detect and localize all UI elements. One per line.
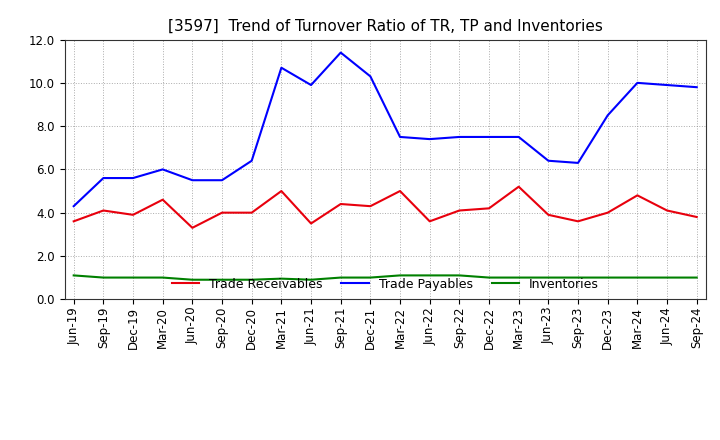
Inventories bbox=[485, 275, 493, 280]
Trade Receivables bbox=[574, 219, 582, 224]
Inventories bbox=[455, 273, 464, 278]
Trade Payables bbox=[485, 134, 493, 139]
Inventories bbox=[514, 275, 523, 280]
Trade Payables bbox=[336, 50, 345, 55]
Trade Receivables bbox=[129, 212, 138, 217]
Inventories bbox=[158, 275, 167, 280]
Trade Receivables bbox=[307, 221, 315, 226]
Inventories bbox=[574, 275, 582, 280]
Trade Receivables bbox=[603, 210, 612, 215]
Trade Receivables bbox=[426, 219, 434, 224]
Trade Payables bbox=[248, 158, 256, 163]
Trade Payables bbox=[662, 82, 671, 88]
Trade Receivables bbox=[633, 193, 642, 198]
Inventories bbox=[188, 277, 197, 282]
Trade Receivables bbox=[248, 210, 256, 215]
Trade Payables bbox=[426, 136, 434, 142]
Trade Payables bbox=[277, 65, 286, 70]
Inventories bbox=[69, 273, 78, 278]
Trade Payables bbox=[366, 74, 374, 79]
Trade Payables bbox=[633, 80, 642, 85]
Trade Payables bbox=[188, 178, 197, 183]
Trade Receivables bbox=[188, 225, 197, 231]
Trade Payables bbox=[603, 113, 612, 118]
Inventories bbox=[693, 275, 701, 280]
Trade Payables bbox=[99, 176, 108, 181]
Line: Trade Receivables: Trade Receivables bbox=[73, 187, 697, 228]
Inventories bbox=[633, 275, 642, 280]
Inventories bbox=[217, 277, 226, 282]
Inventories bbox=[426, 273, 434, 278]
Trade Receivables bbox=[158, 197, 167, 202]
Trade Receivables bbox=[366, 204, 374, 209]
Line: Trade Payables: Trade Payables bbox=[73, 52, 697, 206]
Trade Receivables bbox=[455, 208, 464, 213]
Trade Receivables bbox=[514, 184, 523, 189]
Trade Receivables bbox=[277, 188, 286, 194]
Trade Payables bbox=[544, 158, 553, 163]
Trade Payables bbox=[455, 134, 464, 139]
Trade Payables bbox=[69, 204, 78, 209]
Trade Receivables bbox=[336, 202, 345, 207]
Inventories bbox=[248, 277, 256, 282]
Trade Receivables bbox=[662, 208, 671, 213]
Inventories bbox=[544, 275, 553, 280]
Trade Payables bbox=[396, 134, 405, 139]
Trade Payables bbox=[514, 134, 523, 139]
Inventories bbox=[396, 273, 405, 278]
Trade Payables bbox=[307, 82, 315, 88]
Inventories bbox=[662, 275, 671, 280]
Trade Receivables bbox=[544, 212, 553, 217]
Trade Receivables bbox=[99, 208, 108, 213]
Line: Inventories: Inventories bbox=[73, 275, 697, 280]
Title: [3597]  Trend of Turnover Ratio of TR, TP and Inventories: [3597] Trend of Turnover Ratio of TR, TP… bbox=[168, 19, 603, 34]
Trade Payables bbox=[574, 160, 582, 165]
Inventories bbox=[336, 275, 345, 280]
Trade Receivables bbox=[485, 205, 493, 211]
Trade Receivables bbox=[396, 188, 405, 194]
Trade Payables bbox=[693, 84, 701, 90]
Trade Payables bbox=[217, 178, 226, 183]
Trade Receivables bbox=[217, 210, 226, 215]
Trade Receivables bbox=[693, 214, 701, 220]
Inventories bbox=[366, 275, 374, 280]
Legend: Trade Receivables, Trade Payables, Inventories: Trade Receivables, Trade Payables, Inven… bbox=[166, 272, 604, 296]
Inventories bbox=[277, 276, 286, 281]
Inventories bbox=[99, 275, 108, 280]
Trade Receivables bbox=[69, 219, 78, 224]
Inventories bbox=[307, 277, 315, 282]
Trade Payables bbox=[158, 167, 167, 172]
Inventories bbox=[129, 275, 138, 280]
Inventories bbox=[603, 275, 612, 280]
Trade Payables bbox=[129, 176, 138, 181]
